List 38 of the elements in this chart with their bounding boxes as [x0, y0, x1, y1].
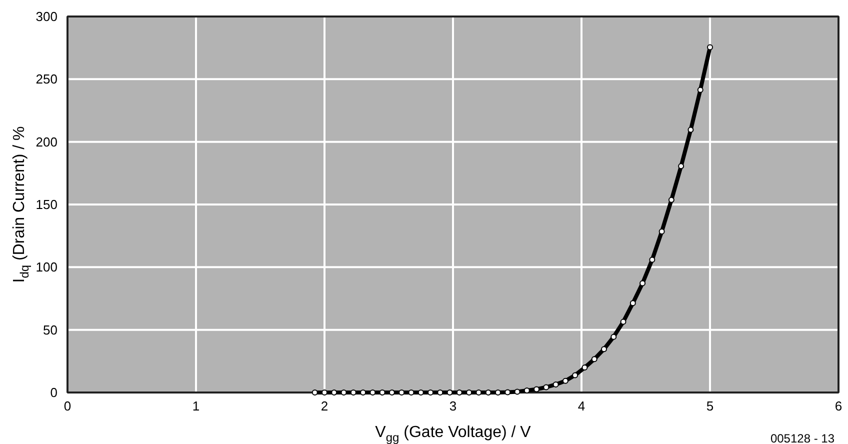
point: [514, 388, 520, 395]
x-tick-label: 1: [192, 398, 200, 414]
y-axis-title: Idq (Drain Current) / %: [11, 126, 32, 283]
point: [543, 384, 550, 390]
point: [524, 388, 530, 394]
point: [668, 196, 674, 203]
point: [600, 346, 607, 352]
point: [572, 372, 578, 378]
point: [640, 280, 646, 286]
point: [658, 228, 665, 234]
text: 005128 - 13: [770, 432, 835, 444]
y-tick-label: 200: [36, 134, 58, 150]
y-tick-label: 150: [36, 197, 58, 212]
point: [322, 390, 328, 396]
point: [649, 256, 656, 263]
point: [582, 364, 588, 371]
point: [697, 86, 704, 93]
x-tick-label: 3: [449, 398, 457, 414]
y-tick-label: 100: [36, 260, 58, 275]
point: [707, 44, 713, 50]
x-tick-label: 0: [64, 398, 72, 414]
point: [562, 378, 568, 384]
point: [630, 300, 636, 306]
x-tick-label: 2: [320, 398, 328, 414]
point: [552, 381, 559, 388]
x-tick-label: 5: [706, 398, 714, 414]
point: [534, 386, 540, 392]
point: [620, 318, 626, 325]
point: [688, 126, 694, 133]
x-tick-label: 6: [834, 398, 842, 414]
point: [610, 334, 617, 340]
x-tick-label: 4: [578, 398, 586, 414]
y-tick-label: 250: [36, 72, 58, 87]
y-tick-label: 50: [43, 322, 58, 338]
y-tick-label: 0: [50, 385, 58, 400]
point: [591, 356, 598, 362]
point: [678, 163, 684, 170]
y-tick-label: 300: [36, 9, 58, 24]
